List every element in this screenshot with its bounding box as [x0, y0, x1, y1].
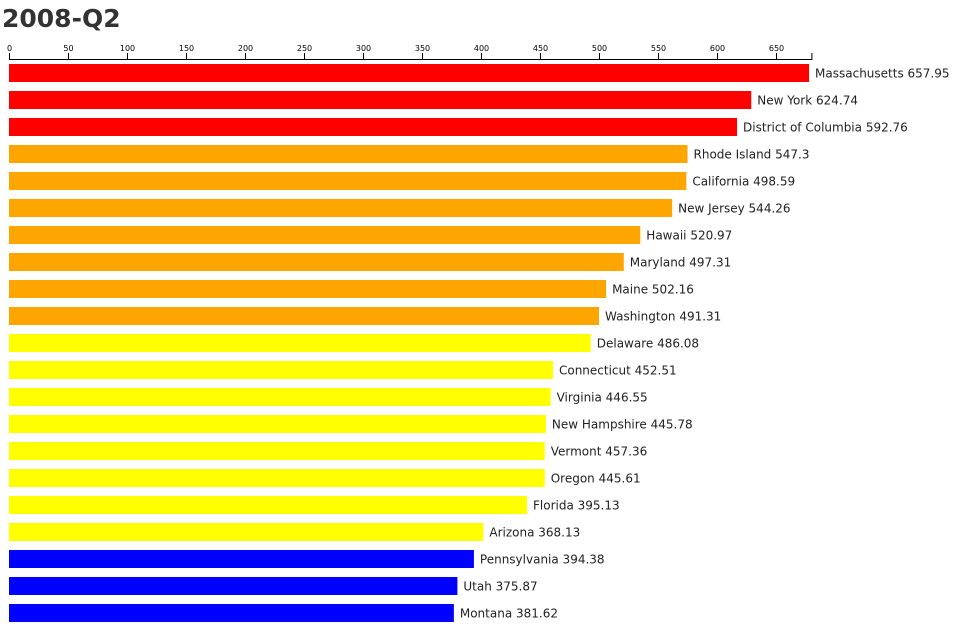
bar: [9, 145, 688, 163]
bar-label: Vermont 457.36: [551, 445, 648, 459]
bar: [9, 550, 474, 568]
x-axis-tick-label: 300: [356, 44, 371, 53]
bar-label: Utah 375.87: [463, 580, 537, 594]
x-axis-line: [9, 53, 813, 60]
bar: [9, 226, 641, 244]
bar: [9, 91, 752, 109]
x-axis: 0 50 100 150 200 250 300 350 400 450 500 550 600 650: [7, 44, 813, 60]
bar: [9, 199, 673, 217]
x-axis-tick-label: 550: [651, 44, 666, 53]
bar-label: Florida 395.13: [533, 499, 620, 513]
x-axis-tick-label: 350: [415, 44, 430, 53]
bar-label: Maine 502.16: [612, 283, 694, 297]
bar-label: Connecticut 452.51: [559, 364, 677, 378]
bar-labels: Massachusetts 657.95 New York 624.74 Distr…: [460, 67, 950, 621]
x-axis-tick-label: 400: [474, 44, 489, 53]
x-axis-tick-label: 50: [63, 44, 73, 53]
bar-label: Washington 491.31: [605, 310, 721, 324]
x-axis-tick-label: 600: [710, 44, 725, 53]
bar: [9, 523, 484, 541]
bar: [9, 388, 551, 406]
bar: [9, 496, 528, 514]
bar-label: Massachusetts 657.95: [815, 67, 949, 81]
bar: [9, 280, 607, 298]
x-axis-tick-label: 450: [533, 44, 548, 53]
bar: [9, 577, 458, 595]
bar: [9, 469, 545, 487]
bar: [9, 118, 738, 136]
x-axis-tick-label: 100: [120, 44, 135, 53]
bar-label: Oregon 445.61: [551, 472, 641, 486]
x-axis-tick-label: 650: [769, 44, 784, 53]
bar: [9, 307, 599, 325]
x-axis-tick-label: 500: [592, 44, 607, 53]
x-axis-tick-label: 0: [7, 44, 12, 53]
bar: [9, 172, 687, 190]
bar-label: Maryland 497.31: [630, 256, 731, 270]
bar-label: Rhode Island 547.3: [694, 148, 810, 162]
bar-label: Montana 381.62: [460, 607, 558, 621]
bar: [9, 64, 810, 82]
bar: [9, 334, 591, 352]
bar-label: New Hampshire 445.78: [552, 418, 693, 432]
bar-label: District of Columbia 592.76: [743, 121, 908, 135]
x-axis-tick-label: 150: [179, 44, 194, 53]
bar-label: Virginia 446.55: [557, 391, 648, 405]
chart-title: 2008-Q2: [2, 4, 121, 33]
bar-label: New Jersey 544.26: [678, 202, 790, 216]
bar-label: New York 624.74: [757, 94, 858, 108]
bar: [9, 253, 624, 271]
bar: [9, 442, 545, 460]
bar-label: Hawaii 520.97: [646, 229, 732, 243]
x-axis-tick-label: 250: [297, 44, 312, 53]
bar-label: Delaware 486.08: [597, 337, 699, 351]
bar: [9, 604, 454, 622]
bar-label: Arizona 368.13: [489, 526, 580, 540]
bar: [9, 361, 553, 379]
bar-label: Pennsylvania 394.38: [480, 553, 605, 567]
bar-label: California 498.59: [692, 175, 795, 189]
x-axis-tick-label: 200: [238, 44, 253, 53]
bar: [9, 415, 546, 433]
bars: [9, 64, 810, 622]
